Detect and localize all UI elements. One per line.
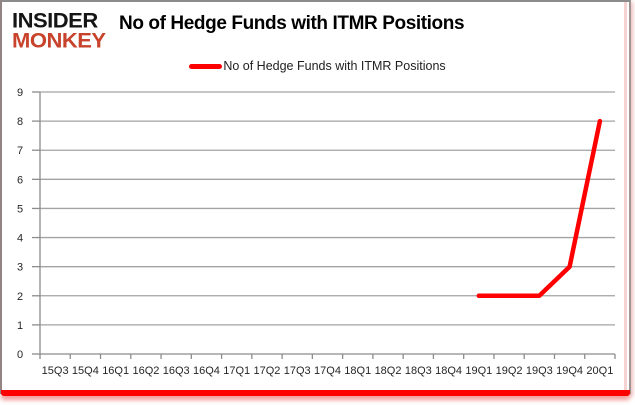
x-tick-label: 17Q2 [254,365,281,377]
series-line [476,118,603,299]
x-tick-label: 17Q3 [284,365,311,377]
x-tick-label: 19Q3 [526,365,553,377]
card-right-accent [624,2,627,394]
x-tick-label: 16Q1 [102,365,129,377]
x-tick-label: 16Q3 [163,365,190,377]
x-tick-label: 18Q1 [344,365,371,377]
x-tick-label: 15Q3 [42,365,69,377]
logo-text-monkey: MONKEY [12,28,106,53]
logo-text-insider: INSIDER [12,8,98,33]
x-tick-label: 17Q4 [314,365,341,377]
y-tick-label: 9 [17,87,23,99]
x-tick-label: 19Q2 [496,365,523,377]
y-tick-label: 6 [17,174,23,186]
y-tick-label: 7 [17,145,23,157]
insider-monkey-logo: INSIDER MONKEY [12,8,106,53]
y-tick-label: 3 [17,262,23,274]
x-tick-label: 15Q4 [72,365,99,377]
x-tick-label: 16Q4 [193,365,220,377]
chart-title: No of Hedge Funds with ITMR Positions [119,13,465,34]
y-tick-label: 1 [17,320,23,332]
x-tick-label: 18Q3 [405,365,432,377]
x-tick-label: 19Q1 [465,365,492,377]
x-tick-label: 18Q4 [435,365,462,377]
y-tick-label: 8 [17,116,23,128]
legend-label: No of Hedge Funds with ITMR Positions [223,59,446,73]
x-tick-label: 18Q2 [375,365,402,377]
legend: No of Hedge Funds with ITMR Positions [2,59,633,73]
y-tick-label: 0 [17,349,23,361]
y-tick-label: 4 [17,233,23,245]
y-tick-label: 5 [17,203,23,215]
x-tick-label: 17Q1 [223,365,250,377]
x-tick-label: 19Q4 [556,365,583,377]
x-tick-label: 20Q1 [586,365,613,377]
bottom-accent-bar [1,390,630,396]
y-tick-label: 2 [17,291,23,303]
legend-line-swatch [189,63,223,69]
x-tick-label: 16Q2 [132,365,159,377]
chart-card: INSIDER MONKEY No of Hedge Funds with IT… [0,0,631,394]
